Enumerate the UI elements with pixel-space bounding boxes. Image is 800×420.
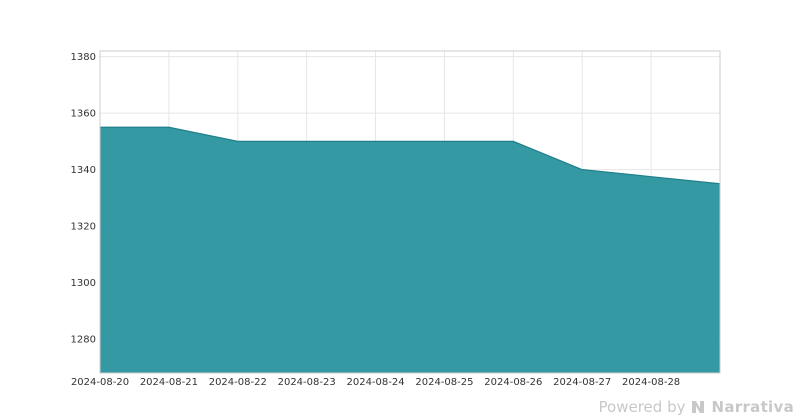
narrativa-logo-icon <box>692 401 705 413</box>
powered-by-footer: Powered by Narrativa <box>599 397 794 417</box>
x-tick-label: 2024-08-27 <box>553 377 611 388</box>
y-tick-label: 1280 <box>71 335 96 346</box>
x-axis-ticks: 2024-08-20 2024-08-21 2024-08-22 2024-08-23… <box>71 377 680 388</box>
x-tick-label: 2024-08-20 <box>71 377 129 388</box>
y-tick-label: 1300 <box>71 278 96 289</box>
y-tick-label: 1380 <box>71 52 96 63</box>
x-tick-label: 2024-08-28 <box>622 377 680 388</box>
series-line <box>100 126 721 185</box>
x-tick-label: 2024-08-24 <box>346 377 404 388</box>
y-tick-label: 1320 <box>71 222 96 233</box>
x-tick-label: 2024-08-23 <box>278 377 336 388</box>
y-axis-ticks: 1280 1300 1320 1340 1360 1380 <box>71 52 96 345</box>
plot-frame <box>99 50 721 374</box>
x-tick-label: 2024-08-21 <box>140 377 198 388</box>
series-area <box>100 127 720 373</box>
brand-name: Narrativa <box>711 398 794 416</box>
x-tick-label: 2024-08-22 <box>209 377 267 388</box>
powered-by-text: Powered by <box>598 398 686 416</box>
x-tick-label: 2024-08-26 <box>484 377 542 388</box>
y-tick-label: 1360 <box>71 109 96 120</box>
x-tick-label: 2024-08-25 <box>415 377 473 388</box>
y-tick-label: 1340 <box>71 165 96 176</box>
series-area-layer <box>99 126 721 373</box>
